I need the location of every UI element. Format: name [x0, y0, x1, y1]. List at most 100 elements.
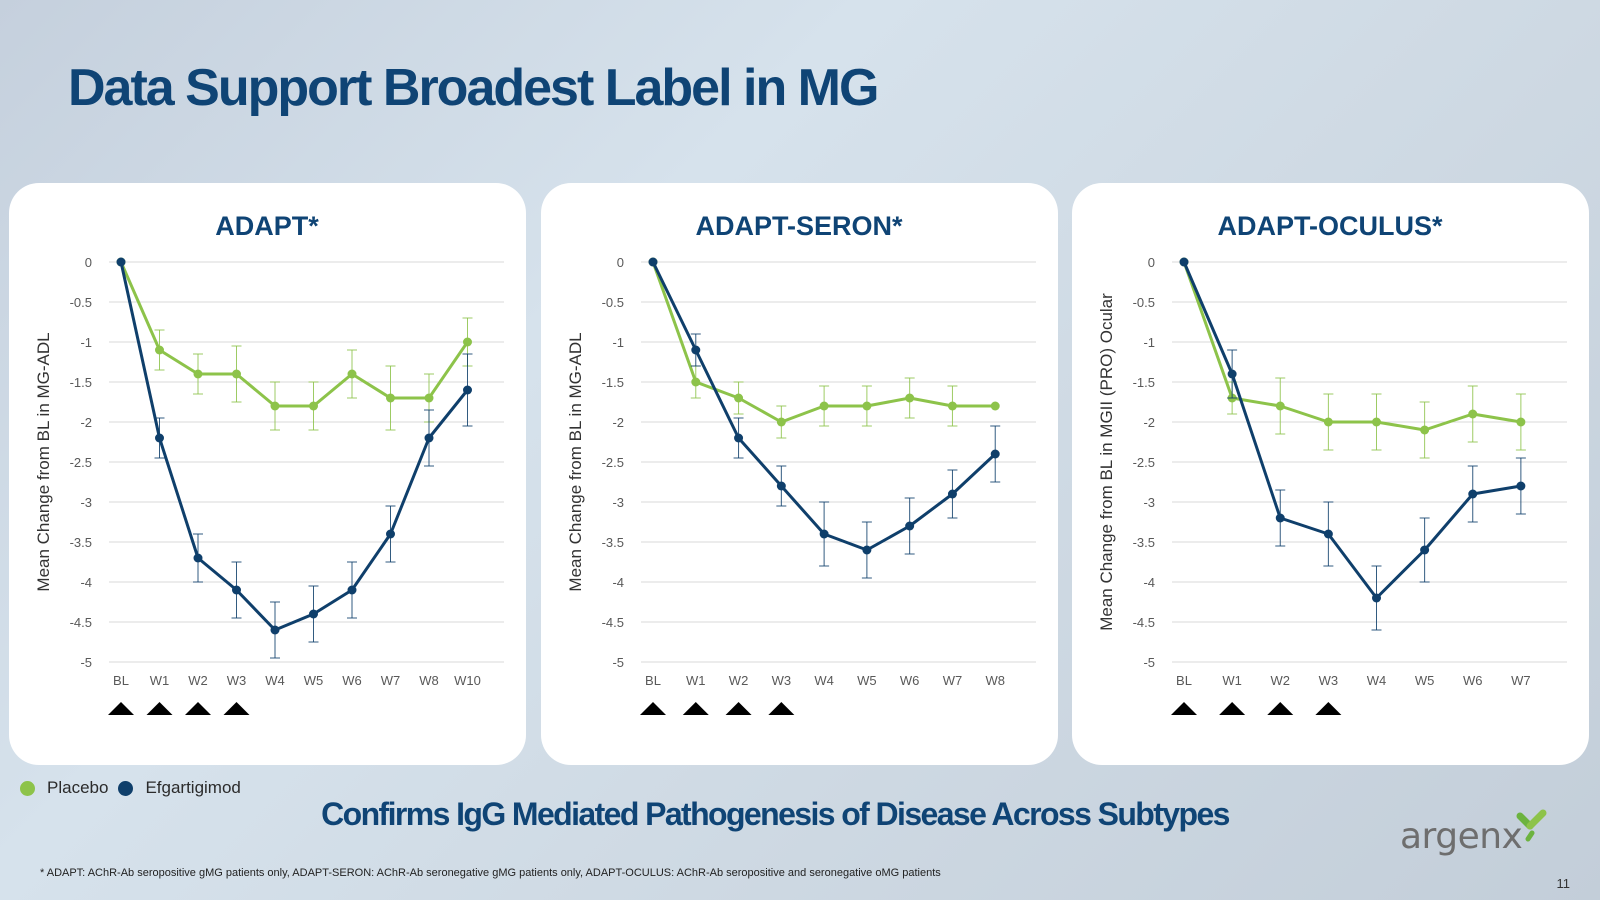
efgartigimod-point — [1516, 481, 1526, 491]
efgartigimod-point — [819, 529, 829, 539]
y-tick-label: -5 — [612, 655, 624, 670]
efgartigimod-point — [232, 585, 241, 595]
efgartigimod-point — [776, 481, 786, 491]
x-tick-label: W6 — [342, 673, 362, 688]
y-tick-label: -3.5 — [70, 535, 92, 550]
legend-efgartigimod-label: Efgartigimod — [145, 778, 241, 797]
x-tick-label: W1 — [150, 673, 170, 688]
y-tick-label: -2 — [1143, 415, 1155, 430]
placebo-point — [947, 401, 957, 411]
placebo-point — [386, 393, 395, 403]
efgartigimod-point — [386, 529, 395, 539]
x-tick-label: W6 — [1463, 673, 1483, 688]
x-tick-label: W1 — [1222, 673, 1242, 688]
y-tick-label: -1.5 — [70, 375, 92, 390]
x-tick-label: W4 — [1367, 673, 1387, 688]
placebo-point — [990, 401, 1000, 411]
x-tick-label: W5 — [304, 673, 324, 688]
y-tick-label: -3.5 — [602, 535, 624, 550]
dosing-triangle-icon — [1267, 702, 1294, 715]
placebo-point — [905, 393, 915, 403]
efgartigimod-point — [155, 433, 164, 443]
x-tick-label: BL — [1176, 673, 1192, 688]
x-tick-label: BL — [645, 673, 661, 688]
chart-title: ADAPT-SERON* — [695, 211, 903, 241]
legend: Placebo Efgartigimod — [20, 778, 251, 798]
y-tick-label: -2.5 — [1133, 455, 1155, 470]
efgartigimod-point — [990, 449, 1000, 459]
x-tick-label: W5 — [857, 673, 877, 688]
x-tick-label: W3 — [772, 673, 792, 688]
efgartigimod-point — [1227, 369, 1237, 379]
legend-item-placebo: Placebo — [20, 778, 108, 798]
placebo-point — [1323, 417, 1333, 427]
argenx-logo: argenx — [1400, 816, 1523, 857]
placebo-point — [862, 401, 872, 411]
page-number: 11 — [1556, 876, 1571, 891]
placebo-series-line — [1182, 261, 1522, 432]
placebo-point — [1372, 417, 1381, 427]
efgartigimod-swatch — [118, 780, 134, 796]
y-tick-label: -0.5 — [602, 295, 624, 310]
chart-adapt-seron: ADAPT-SERON* Mean Change from BL in MG-AD… — [566, 211, 1036, 715]
x-tick-label: W3 — [227, 673, 247, 688]
x-tick-label: BL — [113, 673, 129, 688]
placebo-point — [155, 345, 164, 355]
x-tick-label: W6 — [900, 673, 920, 688]
y-tick-label: -3 — [612, 495, 624, 510]
y-tick-label: -1 — [612, 335, 624, 350]
placebo-point — [1468, 409, 1478, 419]
key-message: Confirms IgG Mediated Pathogenesis of Di… — [321, 796, 1230, 832]
x-tick-label: W7 — [943, 673, 963, 688]
placebo-point — [1420, 425, 1430, 435]
chart-title: ADAPT* — [215, 211, 319, 241]
x-tick-label: W7 — [381, 673, 401, 688]
efgartigimod-point — [734, 433, 744, 443]
placebo-point — [1275, 401, 1285, 411]
legend-item-efgartigimod: Efgartigimod — [118, 778, 241, 798]
placebo-point — [691, 377, 701, 387]
dosing-triangle-icon — [1219, 702, 1246, 715]
efgartigimod-series-line — [119, 261, 469, 632]
dosing-triangle-icon — [146, 702, 173, 715]
placebo-point — [819, 401, 829, 411]
x-tick-label: W2 — [1271, 673, 1291, 688]
y-tick-label: -4 — [80, 575, 92, 590]
placebo-point — [193, 369, 203, 379]
efgartigimod-point — [270, 625, 280, 635]
dosing-triangle-icon — [185, 702, 211, 715]
placebo-point — [309, 401, 318, 411]
chart-adapt: ADAPT* Mean Change from BL in MG-ADL 0 -0.5… — [34, 211, 504, 715]
placebo-point — [463, 337, 472, 347]
legend-placebo-label: Placebo — [47, 778, 109, 797]
argenx-logo-mark-icon — [1516, 809, 1547, 842]
placebo-point — [232, 369, 241, 379]
y-tick-label: -3 — [1143, 495, 1155, 510]
placebo-point — [270, 401, 280, 411]
dosing-triangle-icon — [682, 702, 709, 715]
y-tick-label: -4.5 — [70, 615, 92, 630]
efgartigimod-point — [424, 433, 434, 443]
placebo-point — [1516, 417, 1526, 427]
x-tick-label: W8 — [419, 673, 439, 688]
x-tick-label: W4 — [814, 673, 834, 688]
y-tick-label: -2 — [80, 415, 92, 430]
dosing-triangle-icon — [108, 702, 134, 715]
x-tick-label: W1 — [686, 673, 706, 688]
chart-title: ADAPT-OCULUS* — [1217, 211, 1442, 241]
y-tick-label: 0 — [85, 255, 92, 270]
placebo-point — [776, 417, 786, 427]
dosing-triangle-icon — [223, 702, 250, 715]
placebo-swatch — [20, 780, 35, 796]
dosing-triangle-icon — [1171, 702, 1197, 715]
y-axis-label: Mean Change from BL in MG-ADL — [34, 332, 53, 591]
efgartigimod-point — [905, 521, 915, 531]
chart-panel-adapt-oculus: ADAPT-OCULUS* Mean Change from BL in MGII… — [1072, 183, 1589, 765]
y-tick-label: -2.5 — [602, 455, 624, 470]
efgartigimod-point — [1275, 513, 1285, 523]
y-tick-label: -3.5 — [1133, 535, 1155, 550]
chart-panel-adapt: ADAPT* Mean Change from BL in MG-ADL 0 -0.5… — [9, 183, 526, 765]
chart-adapt-oculus: ADAPT-OCULUS* Mean Change from BL in MGII… — [1097, 211, 1567, 715]
y-tick-label: -1 — [1143, 335, 1155, 350]
y-axis-label: Mean Change from BL in MG-ADL — [566, 332, 585, 591]
